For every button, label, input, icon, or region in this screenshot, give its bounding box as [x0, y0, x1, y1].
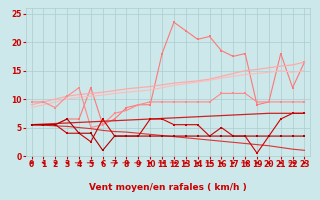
X-axis label: Vent moyen/en rafales ( km/h ): Vent moyen/en rafales ( km/h ) [89, 183, 247, 192]
